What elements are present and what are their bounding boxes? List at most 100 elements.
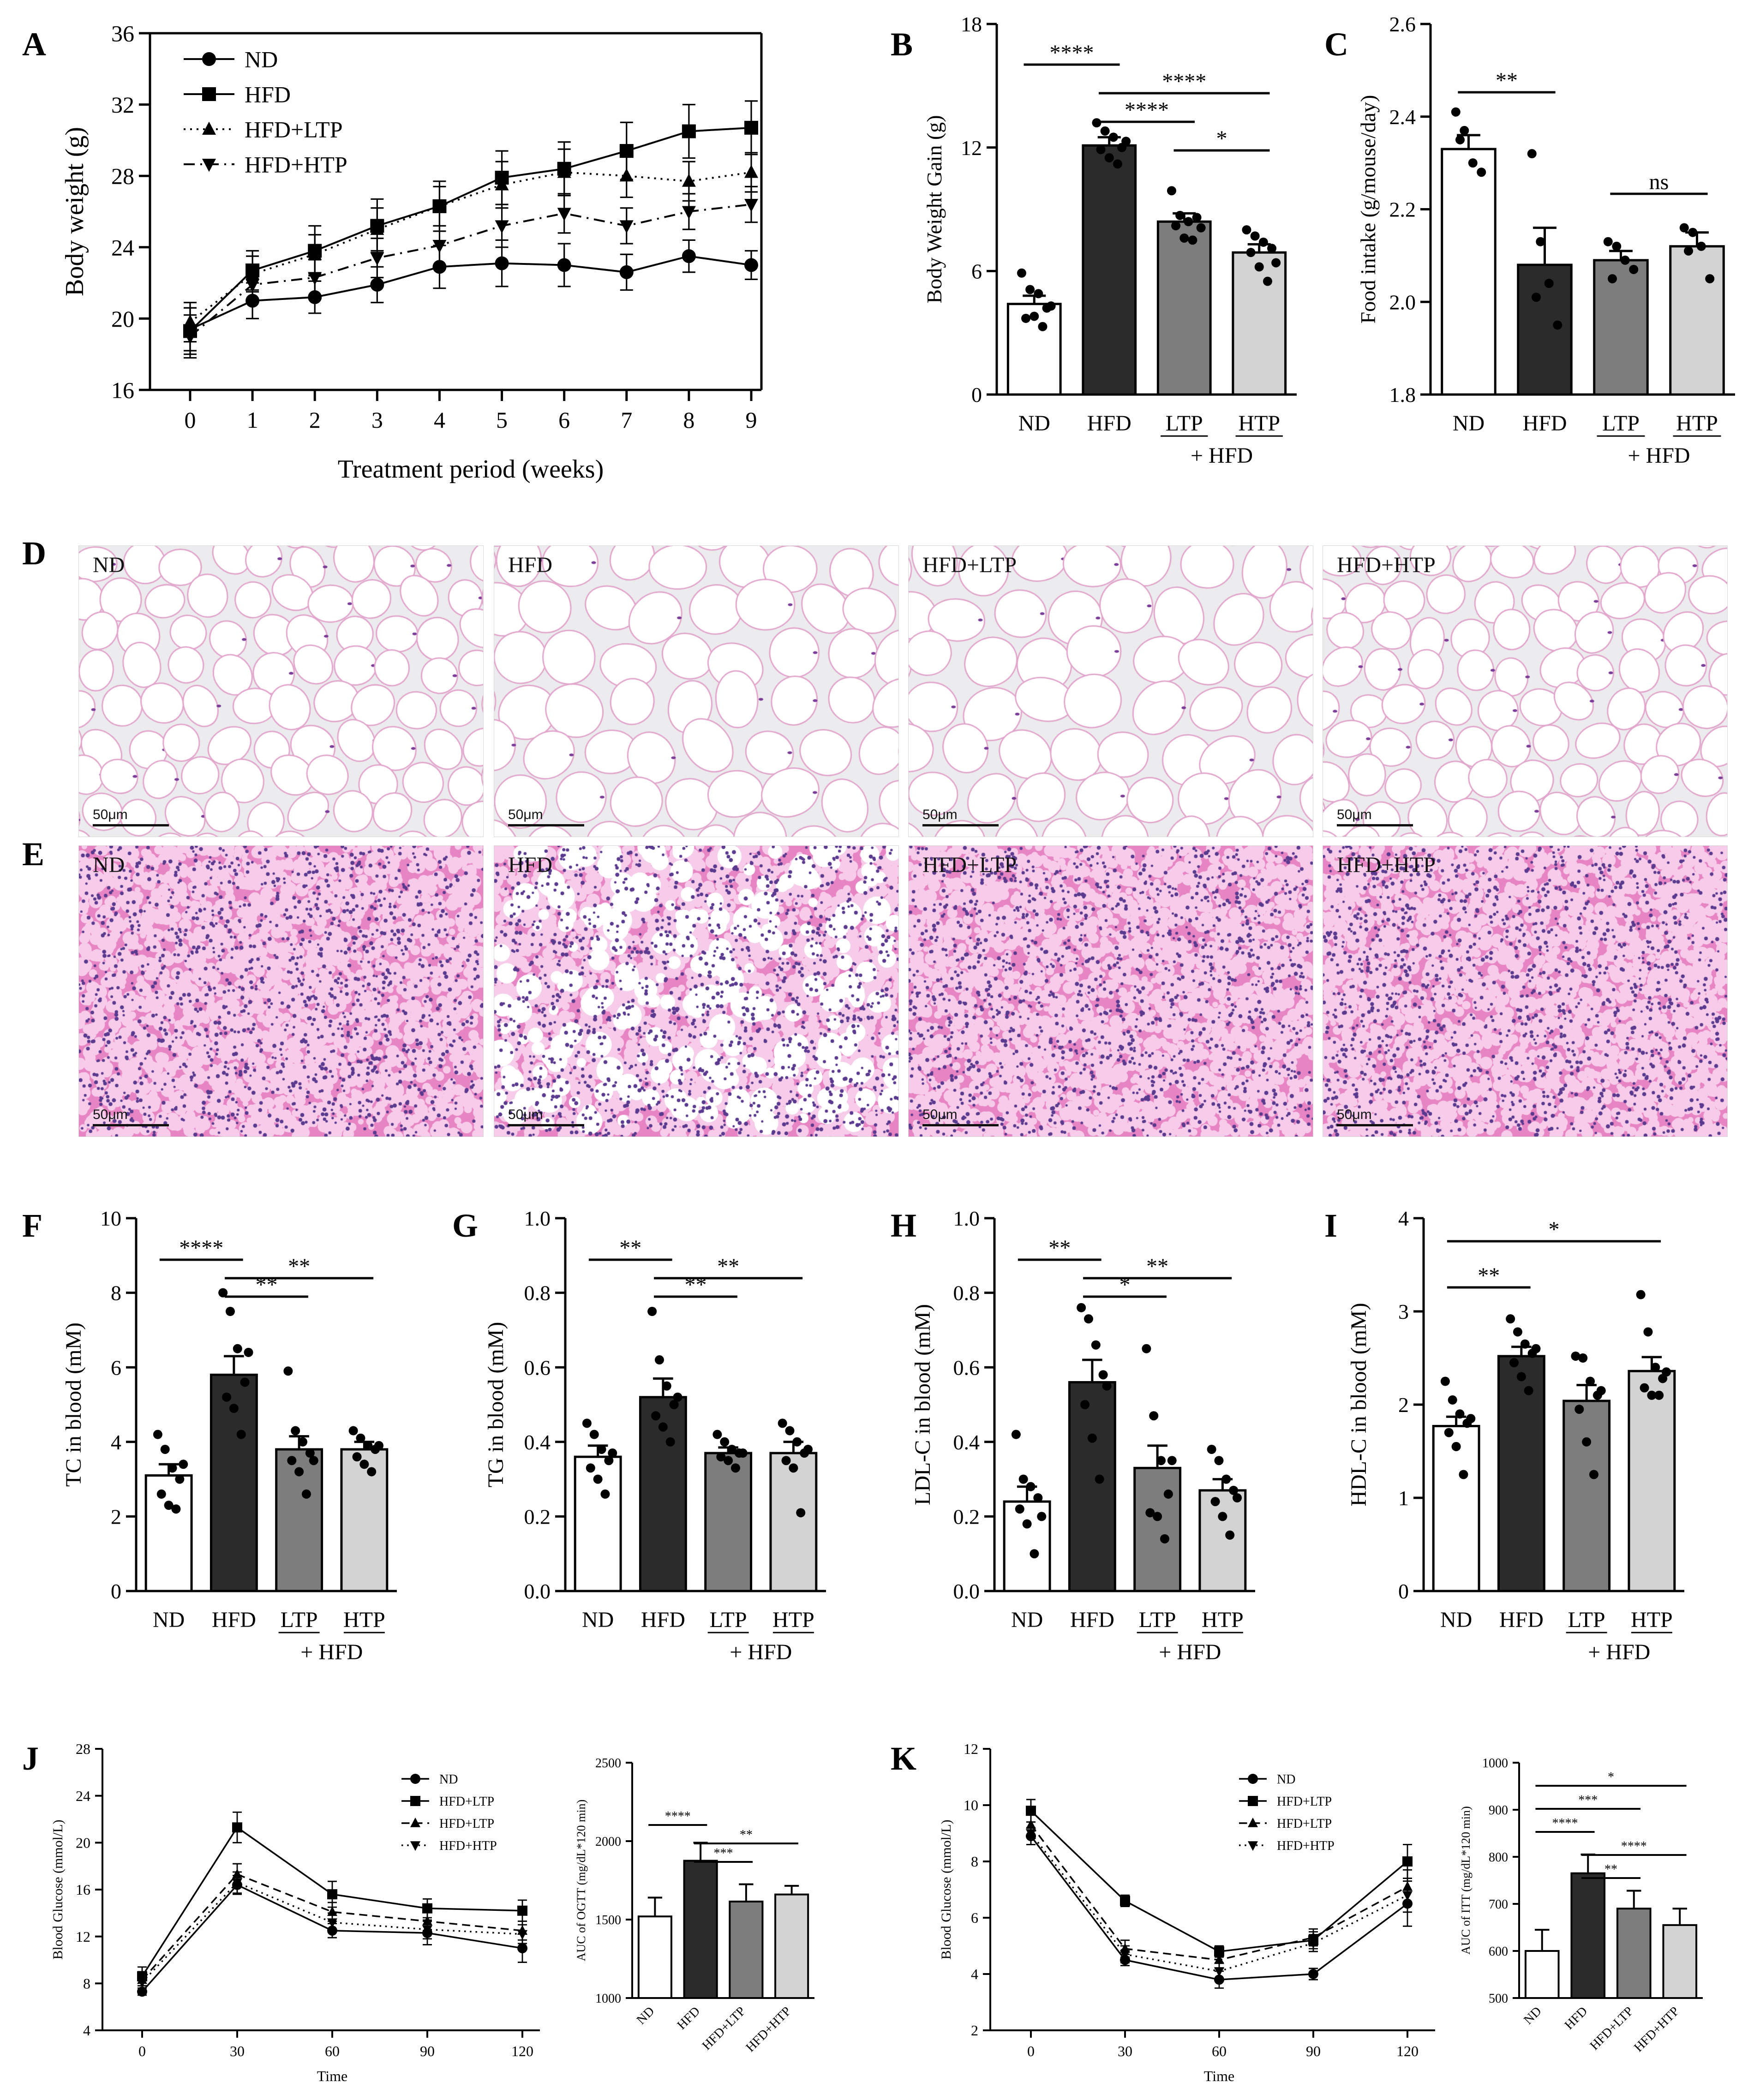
marker-triangle-down <box>557 208 571 221</box>
data-point <box>1022 1519 1032 1529</box>
histology-panel-E-LTP: HFD+LTP 50μm <box>908 845 1313 1137</box>
y-tick-label: 900 <box>1489 1803 1508 1818</box>
data-point <box>796 1508 806 1518</box>
data-point <box>1636 1290 1646 1299</box>
marker-square <box>1248 1796 1258 1806</box>
y-tick-label: 1500 <box>595 1913 621 1927</box>
marker-triangle-down <box>308 272 322 286</box>
y-tick-label: 2 <box>1398 1393 1409 1417</box>
y-axis-label: Food intake (g/mouse/day) <box>1356 95 1380 324</box>
x-tick-label: 2 <box>309 407 321 433</box>
data-point <box>1688 227 1698 237</box>
scale-bar <box>508 824 584 826</box>
data-point <box>1046 301 1056 311</box>
data-point <box>673 1392 682 1402</box>
y-axis-label: Blood Glucose (mmol/L) <box>50 1819 66 1959</box>
x-tick-label: 6 <box>558 407 570 433</box>
data-point <box>658 1422 668 1432</box>
y-tick-label: 1.0 <box>524 1207 551 1230</box>
y-tick-label: 0.8 <box>524 1281 551 1305</box>
data-point <box>1192 213 1202 222</box>
x-tick-label: 60 <box>1212 2043 1227 2059</box>
data-point <box>1578 1353 1588 1363</box>
data-point <box>651 1411 661 1421</box>
data-point <box>712 1430 722 1439</box>
x-tick-label: ND <box>1521 2004 1544 2028</box>
significance-label: * <box>1119 1273 1131 1297</box>
data-point <box>301 1489 311 1499</box>
data-point <box>1098 1370 1108 1380</box>
marker-triangle-down <box>202 159 216 172</box>
legend-label: ND <box>1277 1772 1295 1787</box>
x-tick-label: LTP <box>710 1608 747 1632</box>
panel-label-D: D <box>22 535 46 572</box>
x-tick-label: HTP <box>343 1608 385 1632</box>
data-point <box>781 1456 791 1466</box>
data-point <box>298 1437 308 1447</box>
legend-label: ND <box>245 47 278 72</box>
bar-ltp <box>704 1452 753 1592</box>
x-tick-label: HTP <box>1631 1608 1673 1632</box>
x-tick-label: 60 <box>325 2043 340 2059</box>
data-point <box>367 1467 377 1477</box>
marker-square <box>327 1889 337 1900</box>
data-point <box>669 1400 679 1409</box>
panel-label-C: C <box>1324 26 1348 63</box>
histology-panel-E-HFD: HFD 50μm <box>494 845 899 1137</box>
marker-triangle <box>495 177 509 191</box>
histology-panel-E-ND: ND 50μm <box>78 845 484 1137</box>
data-point <box>1520 1339 1530 1349</box>
data-point <box>1025 285 1035 294</box>
data-point <box>1179 233 1189 243</box>
data-point <box>1175 210 1185 220</box>
x-tick-label: HFD <box>1522 411 1567 436</box>
marker-circle <box>1308 1969 1318 1979</box>
marker-circle <box>370 277 384 292</box>
y-tick-label: 12 <box>961 136 982 160</box>
marker-triangle-down <box>137 1978 147 1988</box>
data-point <box>1096 145 1106 155</box>
significance-label: *** <box>714 1846 733 1861</box>
marker-square <box>1402 1856 1413 1867</box>
y-tick-label: 2.0 <box>1389 290 1416 314</box>
y-tick-label: 10 <box>964 1797 978 1813</box>
y-tick-label: 0.4 <box>953 1430 980 1454</box>
data-point <box>1477 168 1486 177</box>
marker-square <box>202 87 216 101</box>
data-point <box>1451 1442 1461 1451</box>
x-tick-label: HFD <box>212 1608 256 1632</box>
data-point <box>244 1347 253 1357</box>
data-point <box>1582 1437 1592 1447</box>
bar-ltp <box>1133 1466 1182 1592</box>
series-line-hfd-ltp <box>1030 1824 1408 1961</box>
bar-ltp <box>1562 1400 1611 1592</box>
data-point <box>294 1467 304 1477</box>
y-tick-label: 0.4 <box>524 1430 551 1454</box>
data-point <box>1108 132 1118 142</box>
x-tick-label: LTP <box>1568 1608 1605 1632</box>
significance-label: ns <box>1649 170 1669 194</box>
panel-label-F: F <box>22 1207 42 1244</box>
y-tick-label: 4 <box>83 2022 90 2039</box>
x-axis-label: Treatment period (weeks) <box>338 455 604 484</box>
data-point <box>720 1437 730 1447</box>
liver-image-ND <box>79 846 483 1137</box>
panel-label-K: K <box>891 1740 916 1777</box>
data-point <box>1455 1409 1465 1419</box>
y-tick-label: 32 <box>111 92 134 118</box>
data-point <box>1643 1327 1653 1337</box>
y-axis-label: TG in blood (mM) <box>484 1322 508 1488</box>
data-point <box>1574 1405 1584 1414</box>
x-tick-label: ND <box>1440 1608 1472 1632</box>
data-point <box>287 1456 297 1466</box>
significance-label: ** <box>256 1273 278 1297</box>
data-point <box>1167 1456 1177 1466</box>
scale-bar-label: 50μm <box>93 1107 128 1122</box>
group-label: + HFD <box>300 1640 363 1664</box>
data-point <box>789 1463 798 1473</box>
data-point <box>738 1448 748 1458</box>
y-tick-label: 2.6 <box>1389 12 1416 36</box>
significance-label: **** <box>1621 1839 1647 1854</box>
data-point <box>1629 264 1639 274</box>
data-point <box>1113 159 1122 169</box>
